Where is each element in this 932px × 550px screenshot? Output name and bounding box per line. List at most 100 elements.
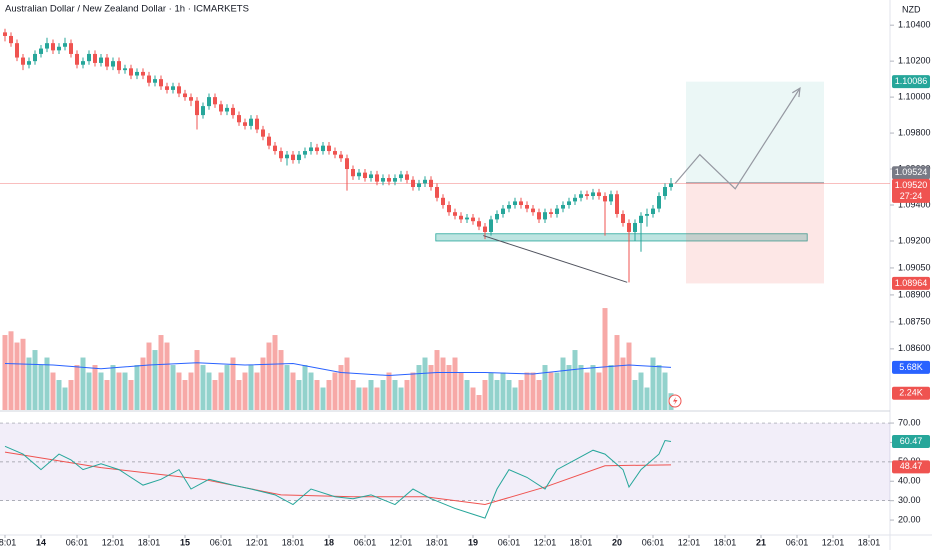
entry-label: 1.09524 xyxy=(895,167,928,177)
volume-bar xyxy=(554,372,560,410)
volume-bar xyxy=(566,365,572,410)
x-tick-label: 12:01 xyxy=(390,537,413,547)
candle-body xyxy=(189,97,193,101)
volume-bar xyxy=(8,331,14,410)
volume-bar xyxy=(662,372,668,410)
x-tick-label: 18:01 xyxy=(0,537,16,547)
candle-body xyxy=(627,222,631,232)
candle-body xyxy=(45,43,49,49)
volume-bar xyxy=(482,380,488,410)
candle-body xyxy=(441,197,445,205)
projection-path xyxy=(674,87,801,190)
candle-body xyxy=(663,187,667,197)
candle-body xyxy=(63,43,67,47)
candle-body xyxy=(33,53,37,62)
last-price-label-extra: 27:24 xyxy=(900,191,923,201)
candle-body xyxy=(399,174,403,179)
candle-body xyxy=(243,122,247,126)
volume-bar xyxy=(458,372,464,410)
volume-bar xyxy=(14,342,20,410)
candle-body xyxy=(99,57,103,63)
candle-body xyxy=(573,197,577,202)
x-tick-label: 18:01 xyxy=(714,537,737,547)
x-tick-label: 12:01 xyxy=(534,537,557,547)
candle-body xyxy=(345,158,349,170)
candle-body xyxy=(303,151,307,155)
rsi-ma-line xyxy=(4,451,672,506)
stop-label-box xyxy=(892,276,930,290)
volume-bar xyxy=(446,365,452,410)
volume-bar xyxy=(320,387,326,410)
candle-body xyxy=(591,192,595,197)
volume-bar xyxy=(296,380,302,410)
candle-body xyxy=(477,221,481,227)
y-tick-label: 1.09050 xyxy=(898,262,931,272)
volume-bar xyxy=(632,380,638,410)
volume-bar xyxy=(122,372,128,410)
candle-body xyxy=(135,71,139,76)
volume-bar xyxy=(608,365,614,410)
volume-bar xyxy=(272,335,278,410)
projection-arrowhead xyxy=(792,86,801,98)
volume-bar xyxy=(518,380,524,410)
candle-body xyxy=(597,192,601,197)
candle-body xyxy=(285,154,289,159)
volume-bar xyxy=(56,380,62,410)
volume-bar xyxy=(176,372,182,410)
volume-bar xyxy=(290,372,296,410)
volume-label-box xyxy=(892,386,930,400)
volume-bar xyxy=(140,357,146,410)
volume-bar xyxy=(560,357,566,410)
candle-body xyxy=(297,154,301,161)
x-tick-label: 21 xyxy=(756,537,766,547)
volume-bar xyxy=(38,365,44,410)
y-tick-label: 1.09400 xyxy=(898,199,931,209)
candle-body xyxy=(423,179,427,184)
alert-icon[interactable] xyxy=(668,394,682,408)
x-tick-label: 18:01 xyxy=(570,537,593,547)
volume-bar xyxy=(614,335,620,410)
rsi-label-box xyxy=(892,435,930,449)
volume-bar xyxy=(350,380,356,410)
rsi-tick-label: 20.00 xyxy=(898,514,921,524)
volume-bar xyxy=(386,372,392,410)
volume-bar xyxy=(266,342,272,410)
candle-body xyxy=(69,43,73,54)
last-price-label: 1.09520 xyxy=(895,180,928,190)
volume-bar xyxy=(134,365,140,410)
candle-body xyxy=(153,79,157,83)
volume-bar xyxy=(212,380,218,410)
candle-body xyxy=(435,187,439,198)
volume-bar xyxy=(404,380,410,410)
candle-body xyxy=(537,212,541,220)
x-tick-label: 18:01 xyxy=(282,537,305,547)
volume-bar xyxy=(224,365,230,410)
volume-ma-line xyxy=(4,362,672,377)
candle-body xyxy=(279,151,283,159)
x-tick-label: 18:01 xyxy=(138,537,161,547)
alert-bolt[interactable] xyxy=(673,397,678,405)
candle-body xyxy=(519,201,523,205)
volume-bar xyxy=(260,357,266,410)
candle-body xyxy=(411,179,415,188)
volume-bar xyxy=(302,365,308,410)
candle-body xyxy=(579,194,583,198)
currency-label: NZD xyxy=(902,4,921,14)
x-tick-label: 06:01 xyxy=(354,537,377,547)
stop-zone xyxy=(686,182,824,284)
volume-bar xyxy=(326,380,332,410)
volume-bar xyxy=(428,365,434,410)
volume-bar xyxy=(314,380,320,410)
candle-body xyxy=(561,205,565,209)
x-tick-label: 06:01 xyxy=(210,537,233,547)
volume-bar xyxy=(230,357,236,410)
target-label-box xyxy=(892,75,930,89)
candle-body xyxy=(261,129,265,137)
candle-body xyxy=(291,154,295,161)
candle-body xyxy=(669,183,673,188)
volume-bar xyxy=(590,365,596,410)
candle-body xyxy=(453,212,457,216)
target-label: 1.10086 xyxy=(895,76,928,86)
volume-bar xyxy=(536,380,542,410)
volume-bar xyxy=(638,372,644,410)
